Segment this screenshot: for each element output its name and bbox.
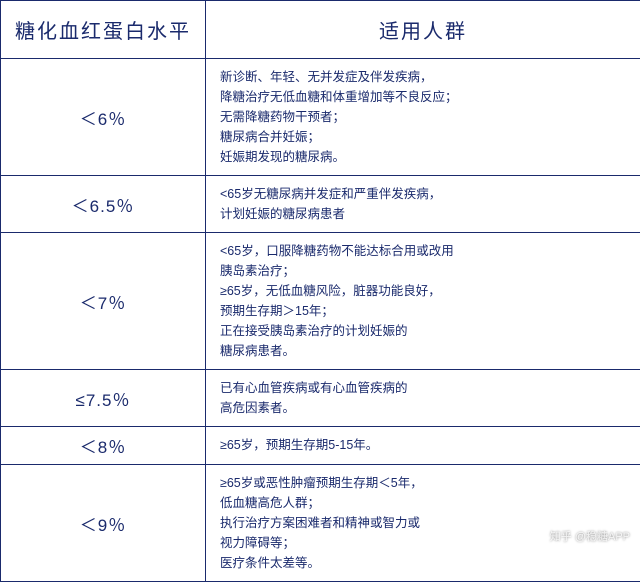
desc-2: <65岁，口服降糖药物不能达标合用或改用胰岛素治疗；≥65岁，无低血糖风险，脏器… (206, 233, 640, 370)
level-3: ≤7.5％ (1, 370, 206, 427)
desc-0: 新诊断、年轻、无并发症及伴发疾病，降糖治疗无低血糖和体重增加等不良反应；无需降糖… (206, 59, 640, 176)
level-5: ＜9％ (1, 465, 206, 582)
hba1c-table: 糖化血红蛋白水平 适用人群 ＜6％ 新诊断、年轻、无并发症及伴发疾病，降糖治疗无… (0, 0, 640, 582)
level-0: ＜6％ (1, 59, 206, 176)
desc-5: ≥65岁或恶性肿瘤预期生存期＜5年，低血糖高危人群；执行治疗方案困难者和精神或智… (206, 465, 640, 582)
header-level: 糖化血红蛋白水平 (1, 1, 206, 59)
header-population: 适用人群 (206, 1, 640, 59)
desc-1: <65岁无糖尿病并发症和严重伴发疾病，计划妊娠的糖尿病患者 (206, 176, 640, 233)
desc-4: ≥65岁，预期生存期5-15年。 (206, 427, 640, 465)
level-4: ＜8％ (1, 427, 206, 465)
level-1: ＜6.5％ (1, 176, 206, 233)
level-2: ＜7％ (1, 233, 206, 370)
desc-3: 已有心血管疾病或有心血管疾病的高危因素者。 (206, 370, 640, 427)
